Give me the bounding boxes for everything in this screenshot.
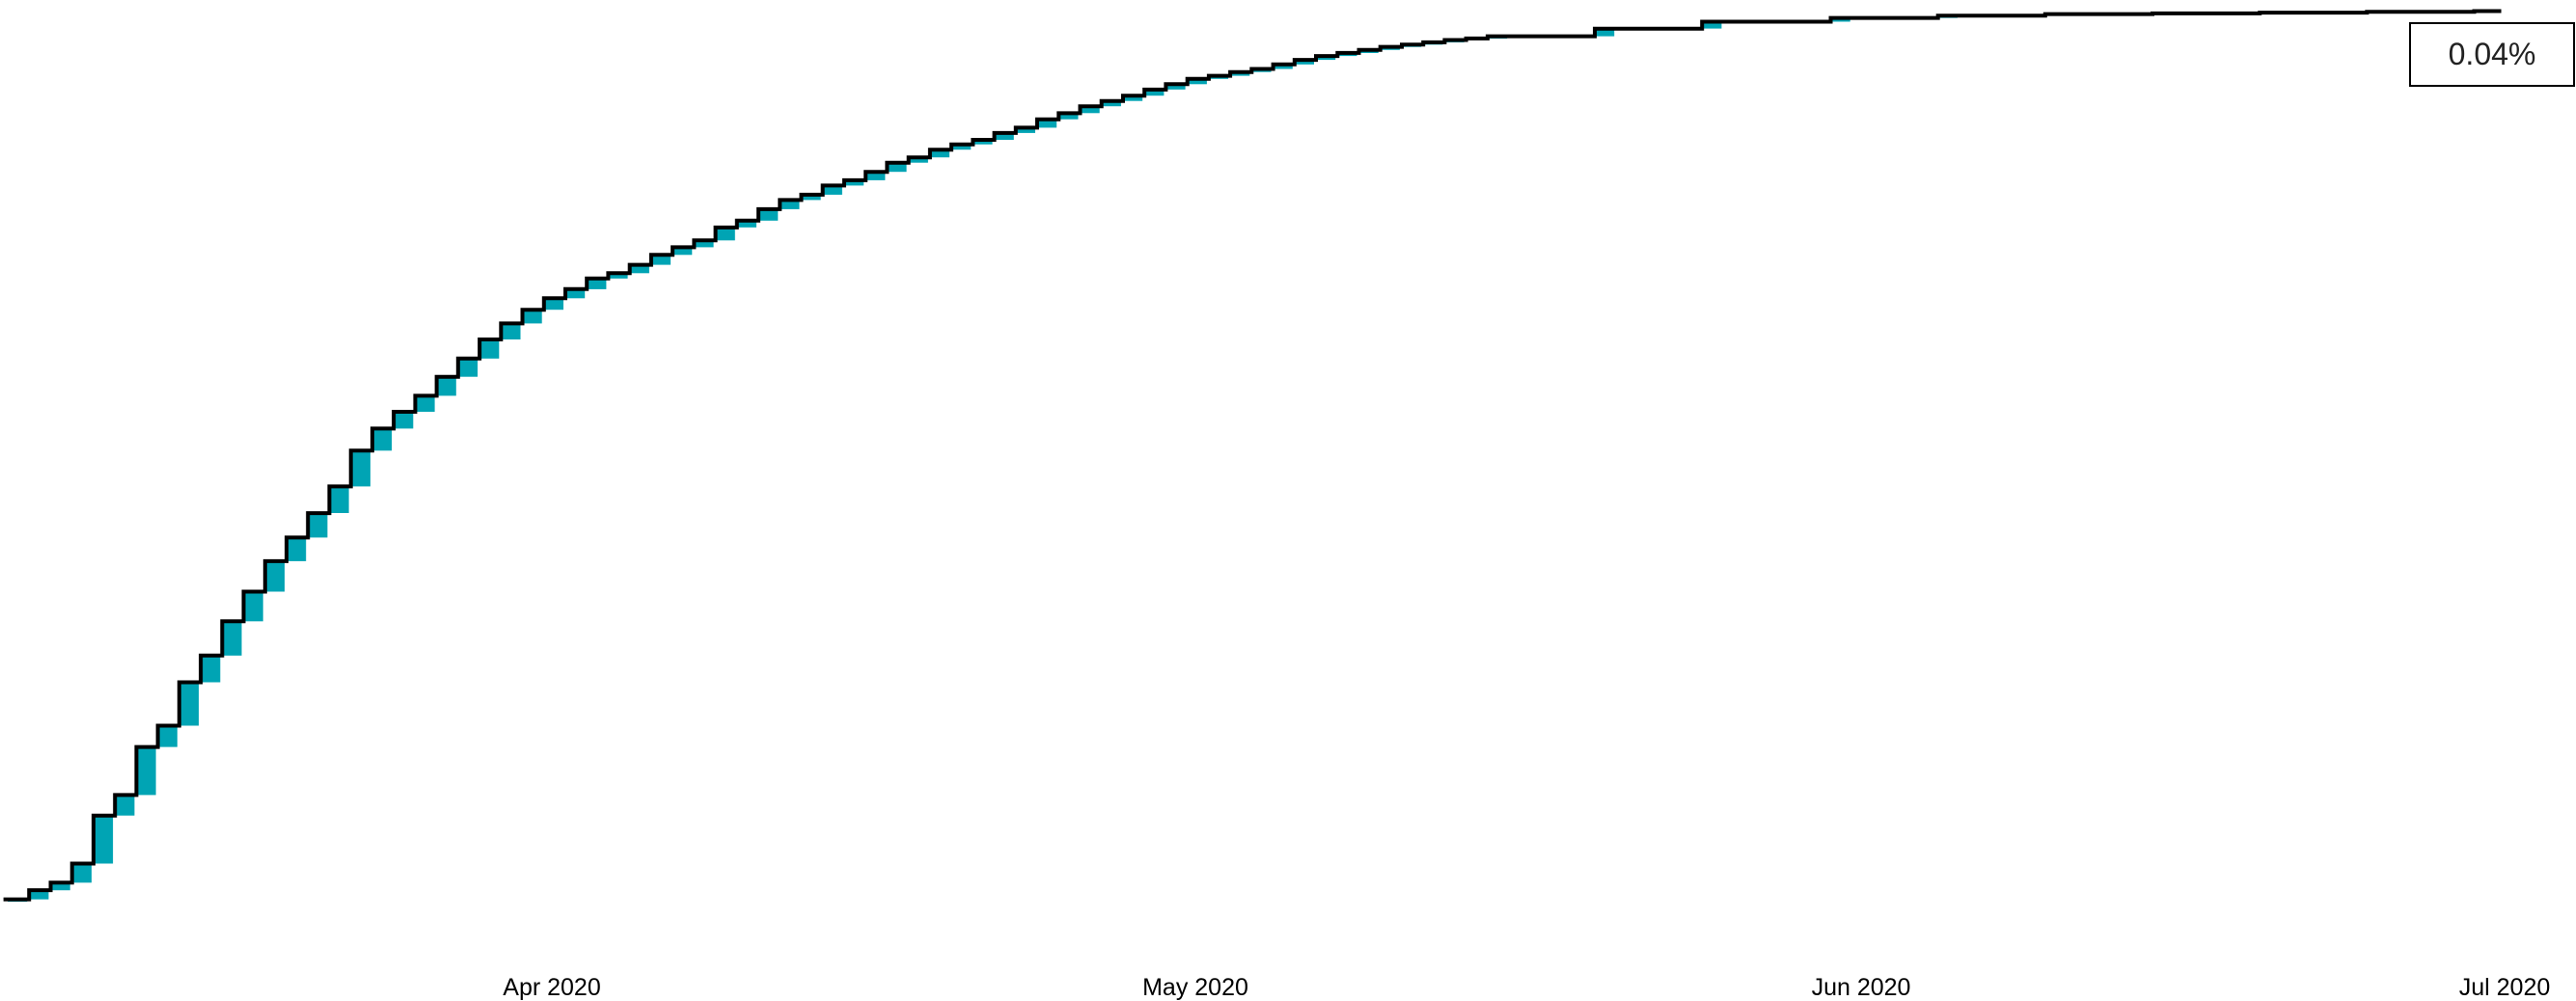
increment-bar — [329, 486, 349, 513]
increment-bar — [522, 310, 542, 324]
increment-bar — [994, 132, 1014, 140]
increment-bar — [758, 208, 779, 221]
increment-bar — [1273, 64, 1293, 69]
increment-bar — [780, 200, 800, 209]
increment-bar — [1101, 100, 1121, 107]
increment-bar — [415, 395, 435, 412]
increment-bar — [1187, 78, 1207, 85]
increment-bar — [178, 682, 199, 726]
increment-bar — [287, 537, 307, 561]
increment-bar — [115, 795, 135, 816]
increment-bar — [1037, 119, 1057, 128]
cumulative-step-line — [3, 9, 2502, 902]
annotation-badge: 0.04% — [2409, 22, 2575, 87]
x-tick-label-apr: Apr 2020 — [503, 974, 600, 1001]
increment-bar — [887, 162, 907, 173]
annotation-badge-text: 0.04% — [2449, 37, 2536, 71]
increment-bar — [865, 172, 886, 180]
x-axis: Apr 2020 May 2020 Jun 2020 Jul 2020 — [503, 974, 2550, 1001]
increment-bar — [394, 412, 414, 429]
increment-bar — [650, 255, 671, 265]
increment-bar — [715, 227, 735, 241]
increment-bar — [1294, 60, 1314, 65]
increment-bar — [929, 149, 950, 158]
increment-bar — [672, 247, 693, 256]
increment-bar — [801, 194, 821, 201]
increment-bar — [501, 323, 521, 339]
increment-bar — [480, 339, 500, 359]
increment-bar — [1165, 84, 1186, 90]
increment-bar — [29, 890, 49, 900]
increment-bar — [222, 621, 242, 656]
bar-layer — [8, 11, 2494, 902]
increment-bar — [157, 725, 178, 747]
increment-bar — [1702, 21, 1722, 29]
increment-bar — [371, 428, 393, 451]
increment-bar — [1123, 95, 1143, 101]
increment-bar — [436, 376, 456, 396]
increment-bar — [565, 288, 586, 299]
increment-bar — [629, 264, 649, 274]
increment-bar — [264, 560, 285, 592]
increment-bar — [50, 882, 70, 891]
increment-bar — [457, 358, 478, 377]
increment-bar — [973, 140, 993, 145]
x-tick-label-jul: Jul 2020 — [2459, 974, 2551, 1001]
increment-bar — [308, 513, 328, 538]
increment-bar — [136, 746, 156, 796]
increment-bar — [543, 298, 563, 311]
x-tick-label-jun: Jun 2020 — [1812, 974, 1911, 1001]
increment-bar — [694, 240, 714, 248]
increment-bar — [908, 157, 928, 163]
increment-bar — [1144, 89, 1165, 96]
annotation-badge-border — [2409, 22, 2575, 87]
x-tick-label-may: May 2020 — [1142, 974, 1248, 1001]
increment-bar — [71, 863, 92, 883]
increment-bar — [951, 144, 972, 150]
increment-bar — [587, 278, 607, 289]
increment-bar — [201, 655, 221, 683]
increment-bar — [93, 815, 114, 864]
increment-bar — [1595, 28, 1615, 37]
increment-bar — [844, 179, 864, 186]
increment-bar — [1015, 127, 1035, 133]
increment-bar — [736, 220, 756, 228]
increment-bar — [1058, 113, 1079, 120]
increment-bar — [822, 185, 842, 195]
increment-bar — [350, 450, 370, 487]
increment-bar — [608, 273, 628, 279]
increment-bar — [1080, 106, 1100, 114]
increment-bar — [243, 591, 263, 622]
